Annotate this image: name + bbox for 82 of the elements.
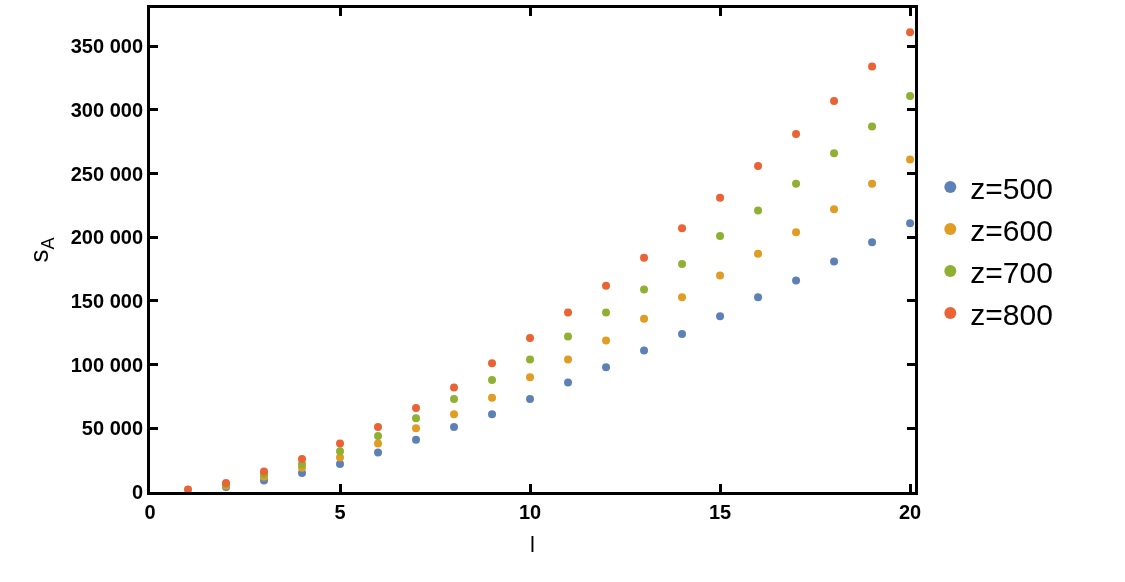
point bbox=[526, 355, 535, 364]
point bbox=[336, 453, 345, 462]
point bbox=[526, 333, 535, 342]
point bbox=[488, 359, 497, 368]
x-tick-label: 15 bbox=[708, 501, 732, 523]
legend-label: z=800 bbox=[970, 297, 1053, 331]
point bbox=[678, 330, 687, 339]
point bbox=[716, 193, 725, 202]
point bbox=[412, 414, 421, 423]
y-tick-label: 350 000 bbox=[70, 35, 143, 58]
point bbox=[754, 293, 763, 302]
point bbox=[602, 308, 611, 317]
y-tick-label: 250 000 bbox=[70, 162, 143, 185]
point bbox=[830, 96, 839, 105]
point bbox=[830, 205, 839, 214]
point bbox=[564, 308, 573, 317]
point bbox=[792, 179, 801, 188]
point bbox=[336, 447, 345, 456]
point bbox=[412, 424, 421, 433]
point bbox=[716, 271, 725, 280]
x-axis-title: l bbox=[530, 531, 535, 557]
point bbox=[906, 219, 915, 228]
point bbox=[640, 346, 649, 355]
point bbox=[792, 228, 801, 237]
y-tick-label: 200 000 bbox=[70, 226, 143, 249]
point bbox=[374, 431, 383, 440]
point bbox=[374, 423, 383, 432]
point bbox=[298, 454, 307, 463]
x-tick-label: 20 bbox=[898, 501, 922, 523]
point bbox=[716, 312, 725, 321]
point bbox=[868, 238, 877, 247]
x-tick-label: 5 bbox=[334, 501, 346, 523]
x-tick-label: 10 bbox=[518, 501, 542, 523]
point bbox=[792, 130, 801, 139]
point bbox=[336, 439, 345, 448]
point bbox=[906, 155, 915, 164]
point bbox=[602, 281, 611, 290]
point bbox=[792, 276, 801, 285]
point bbox=[450, 395, 459, 404]
point bbox=[868, 62, 877, 71]
point bbox=[450, 410, 459, 419]
point bbox=[450, 383, 459, 392]
point bbox=[450, 423, 459, 432]
point bbox=[868, 179, 877, 188]
point bbox=[374, 448, 383, 457]
point bbox=[754, 249, 763, 258]
point bbox=[640, 314, 649, 323]
point bbox=[830, 257, 839, 266]
legend-label: z=700 bbox=[970, 255, 1053, 289]
point bbox=[640, 253, 649, 262]
point bbox=[830, 149, 839, 158]
point bbox=[526, 395, 535, 404]
y-tick-label: 0 bbox=[131, 481, 143, 503]
point bbox=[564, 332, 573, 341]
point bbox=[184, 485, 192, 492]
y-tick-label: 300 000 bbox=[70, 98, 143, 121]
point bbox=[678, 224, 687, 233]
y-tick-label: 150 000 bbox=[70, 289, 143, 312]
point bbox=[754, 161, 763, 170]
point bbox=[564, 378, 573, 387]
point bbox=[602, 336, 611, 345]
point bbox=[754, 206, 763, 215]
point bbox=[488, 410, 497, 419]
point bbox=[906, 28, 915, 37]
point bbox=[678, 260, 687, 269]
point bbox=[526, 373, 535, 382]
y-tick-label: 50 000 bbox=[81, 417, 143, 440]
point bbox=[868, 122, 877, 131]
legend-label: z=500 bbox=[970, 171, 1053, 205]
point bbox=[488, 375, 497, 384]
point bbox=[678, 293, 687, 302]
point bbox=[412, 435, 421, 444]
legend-label: z=600 bbox=[970, 213, 1053, 247]
point bbox=[488, 393, 497, 402]
point bbox=[716, 231, 725, 240]
point bbox=[564, 355, 573, 364]
y-tick-label: 100 000 bbox=[70, 353, 143, 376]
point bbox=[906, 91, 915, 100]
point bbox=[602, 363, 611, 372]
point bbox=[640, 285, 649, 294]
point bbox=[412, 403, 421, 412]
point bbox=[374, 439, 383, 448]
